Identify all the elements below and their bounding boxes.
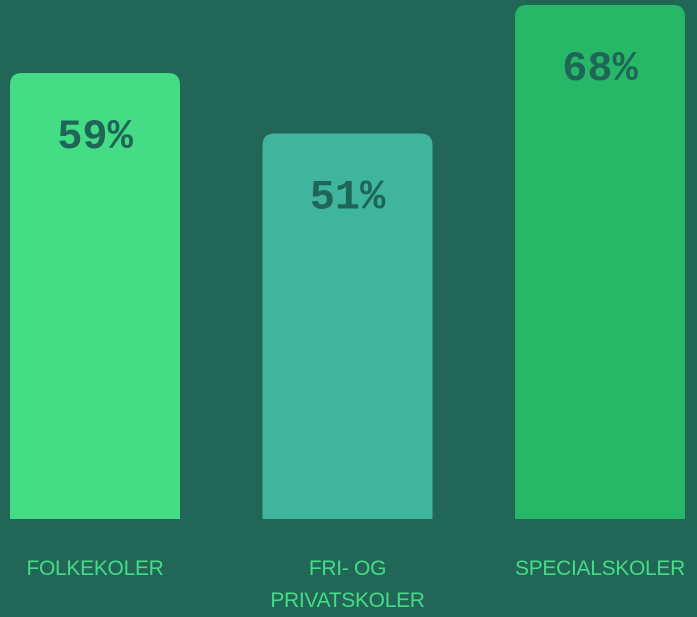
bar [10, 73, 180, 519]
bar [515, 5, 685, 519]
value-label: 51% [310, 174, 386, 222]
bar [262, 133, 433, 519]
category-label: SPECIALSKOLER [514, 557, 685, 580]
value-label: 68% [562, 45, 638, 93]
value-label: 59% [57, 113, 133, 161]
category-label: FRI- OG PRIVATSKOLER [270, 557, 425, 612]
category-label: FOLKEKOLER [26, 557, 164, 580]
